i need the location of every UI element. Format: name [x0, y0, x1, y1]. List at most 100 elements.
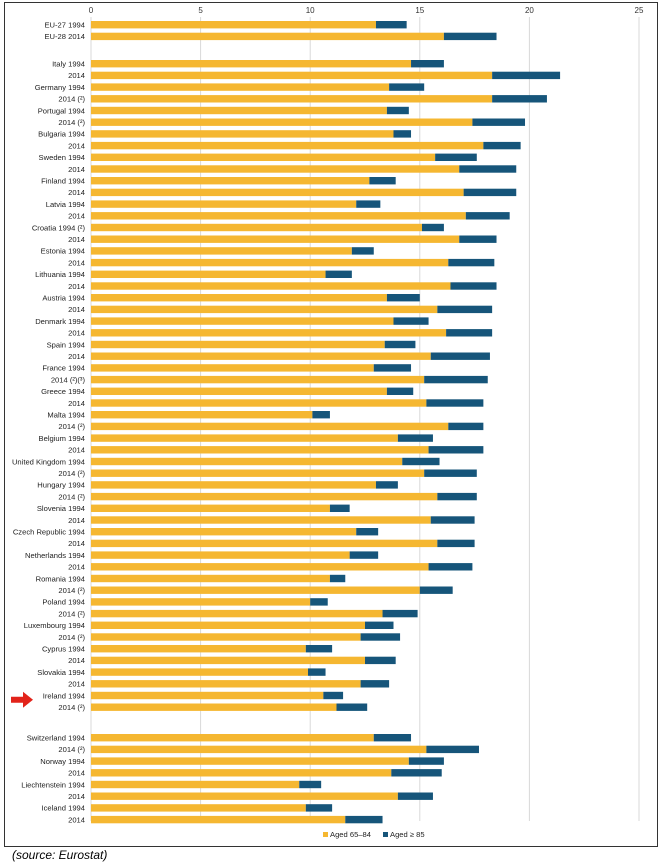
bar-aged-85-plus	[356, 528, 379, 536]
row-label: 2014	[68, 815, 85, 824]
bar-aged-65-84	[91, 815, 346, 824]
bar-aged-85-plus	[397, 792, 433, 800]
row-label: Estonia 1994	[41, 247, 85, 256]
bar-aged-85-plus	[393, 130, 412, 138]
row-label: Netherlands 1994	[25, 551, 85, 560]
row-label: 2014	[68, 656, 85, 665]
row-label: Spain 1994	[47, 340, 85, 349]
bar-aged-85-plus	[349, 551, 379, 559]
row-label: Finland 1994	[41, 177, 85, 186]
row-label: 2014 (²)	[58, 633, 85, 642]
bar-aged-85-plus	[448, 258, 495, 267]
bar-aged-85-plus	[402, 457, 440, 466]
bar-aged-85-plus	[411, 60, 444, 68]
bar-aged-65-84	[91, 352, 431, 360]
stacked-bar-chart: 0 5 10 15 20 25 EU-27 1994 EU-28 2014 Italy 1994…	[11, 6, 644, 839]
row-label: Malta 1994	[47, 411, 85, 420]
row-label: 2014	[68, 282, 85, 291]
row-label: 2014	[68, 235, 85, 244]
row-label: Belgium 1994	[39, 434, 85, 443]
bar-aged-85-plus	[373, 364, 412, 372]
bar-aged-85-plus	[336, 703, 368, 711]
row-label: 2014	[68, 539, 85, 548]
row-label: 2014	[68, 792, 85, 801]
row-label: Bulgaria 1994	[38, 130, 85, 139]
row-label: 2014	[68, 680, 85, 689]
bar-aged-65-84	[91, 422, 449, 431]
row-label: Iceland 1994	[42, 804, 86, 813]
bar-aged-85-plus	[329, 574, 346, 583]
row-label: 2014	[68, 329, 85, 338]
row-label: EU-27 1994	[44, 21, 85, 30]
bar-aged-85-plus	[437, 492, 477, 501]
bar-aged-65-84	[91, 118, 473, 126]
bar-aged-65-84	[91, 780, 300, 789]
row-label: 2014 (²)	[58, 492, 85, 501]
bar-aged-85-plus	[424, 469, 477, 477]
bar-aged-85-plus	[369, 177, 396, 185]
bar-aged-65-84	[91, 387, 387, 395]
bar-aged-85-plus	[430, 516, 475, 524]
row-label: Italy 1994	[52, 60, 85, 69]
row-label: Greece 1994	[41, 387, 85, 396]
bar-aged-65-84	[91, 680, 361, 688]
bar-aged-65-84	[91, 106, 387, 115]
row-label: Portugal 1994	[38, 106, 85, 115]
bar-aged-65-84	[91, 516, 431, 524]
bar-aged-85-plus	[483, 141, 521, 150]
row-label: Slovakia 1994	[37, 668, 85, 677]
row-label: 2014 (²)	[58, 469, 85, 478]
x-tick-label: 10	[306, 6, 315, 15]
legend-label: Aged ≥ 85	[390, 830, 425, 839]
bar-aged-65-84	[91, 703, 337, 711]
bar-aged-85-plus	[386, 294, 420, 302]
row-label: EU-28 2014	[44, 32, 85, 41]
bar-aged-85-plus	[365, 656, 396, 665]
bar-aged-85-plus	[360, 680, 390, 688]
bar-aged-65-84	[91, 165, 460, 173]
row-label: Norway 1994	[40, 757, 85, 766]
bar-aged-85-plus	[421, 223, 444, 232]
x-tick-label: 20	[525, 6, 534, 15]
bar-aged-85-plus	[356, 200, 381, 208]
bar-aged-65-84	[91, 745, 427, 754]
bar-aged-85-plus	[428, 563, 473, 571]
bar-aged-85-plus	[305, 804, 333, 812]
bar-aged-85-plus	[382, 609, 418, 618]
bar-aged-65-84	[91, 621, 365, 629]
bar-aged-85-plus	[435, 153, 477, 161]
row-label: Germany 1994	[35, 83, 85, 92]
bar-aged-85-plus	[386, 387, 414, 395]
chart-frame: 0 5 10 15 20 25 EU-27 1994 EU-28 2014 Italy 1994…	[4, 2, 658, 847]
row-label: Romania 1994	[36, 574, 85, 583]
row-label: Denmark 1994	[35, 317, 85, 326]
bar-aged-85-plus	[308, 668, 326, 676]
bar-aged-85-plus	[305, 645, 333, 653]
bar-aged-85-plus	[492, 95, 547, 103]
bar-aged-65-84	[91, 691, 324, 700]
bar-aged-65-84	[91, 95, 493, 103]
bar-aged-65-84	[91, 32, 444, 41]
bar-aged-85-plus	[463, 188, 517, 197]
bar-aged-85-plus	[325, 270, 352, 278]
row-label: 2014	[68, 516, 85, 525]
bar-aged-85-plus	[323, 691, 344, 700]
bar-aged-85-plus	[492, 71, 561, 80]
bar-aged-65-84	[91, 130, 394, 138]
x-tick-label: 0	[89, 6, 94, 15]
row-label: Ireland 1994	[43, 691, 85, 700]
bar-aged-85-plus	[448, 422, 484, 431]
row-label: 2014	[68, 399, 85, 408]
bar-aged-65-84	[91, 247, 352, 255]
row-label: 2014	[68, 305, 85, 314]
bar-aged-85-plus	[373, 734, 412, 742]
bar-aged-65-84	[91, 563, 429, 571]
row-label: Lithuania 1994	[35, 270, 85, 279]
row-label: Cyprus 1994	[42, 645, 85, 654]
row-label: Luxembourg 1994	[24, 621, 85, 630]
row-label: 2014	[68, 71, 85, 80]
bar-aged-65-84	[91, 375, 425, 384]
bar-aged-65-84	[91, 792, 398, 800]
bar-aged-65-84	[91, 528, 357, 536]
bar-aged-65-84	[91, 411, 313, 419]
